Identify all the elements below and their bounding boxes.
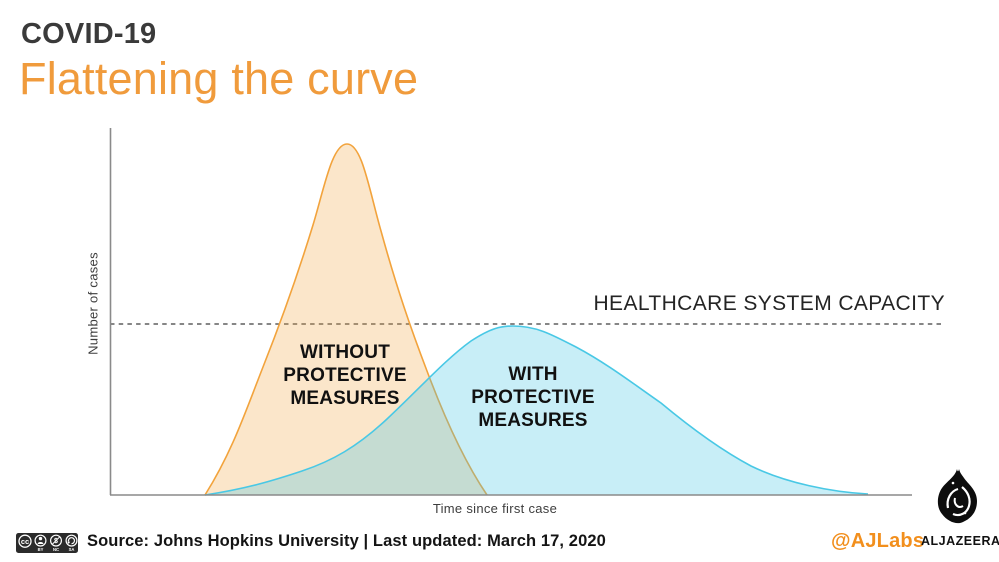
with-measures-area xyxy=(205,326,868,495)
source-text: Source: Johns Hopkins University | Last … xyxy=(87,532,606,550)
without-measures-label: WITHOUT PROTECTIVE MEASURES xyxy=(235,341,455,410)
without-measures-curve xyxy=(204,143,488,496)
cc-sa-arrow-arc xyxy=(67,537,76,545)
cc-icon-text: cc xyxy=(21,537,29,546)
cc-by-person-head xyxy=(38,536,43,541)
aljazeera-dot-1 xyxy=(951,481,955,485)
with-measures-label-line2: PROTECTIVE xyxy=(471,387,595,408)
ajlabs-credit: @AJLabs xyxy=(831,530,925,552)
cc-by-person-body xyxy=(37,542,44,544)
with-measures-curve xyxy=(204,325,869,496)
cc-by-person-icon xyxy=(34,534,47,547)
cc-sa-arrowhead xyxy=(67,541,71,544)
cc-by-label: BY xyxy=(38,547,44,552)
cc-nc-dollar: $ xyxy=(54,538,58,545)
healthcare-capacity-label: HEALTHCARE SYSTEM CAPACITY xyxy=(593,292,945,315)
page-title: Flattening the curve xyxy=(19,53,419,104)
without-measures-label-line3: MEASURES xyxy=(290,388,400,409)
aljazeera-logo-icon xyxy=(937,469,977,524)
cc-sa-label: SA xyxy=(69,547,75,552)
with-measures-label-line3: MEASURES xyxy=(478,410,588,431)
cc-sa-icon xyxy=(65,534,78,547)
with-measures-label-line1: WITH xyxy=(508,364,558,385)
cc-badge-background xyxy=(16,533,78,553)
aljazeera-swirl-2 xyxy=(952,486,971,517)
with-measures-label: WITH PROTECTIVE MEASURES xyxy=(423,363,643,432)
aljazeera-swirl-3 xyxy=(953,497,964,508)
x-axis-label: Time since first case xyxy=(432,501,558,516)
aljazeera-dot-2 xyxy=(963,511,967,515)
cc-nc-slash xyxy=(52,536,60,545)
cc-license-badge: cc BY $ NC SA xyxy=(16,533,78,553)
without-measures-area xyxy=(205,144,487,495)
without-measures-label-line2: PROTECTIVE xyxy=(283,365,407,386)
cc-icon xyxy=(18,534,32,548)
without-measures-label-line1: WITHOUT xyxy=(299,342,391,363)
y-axis-label: Number of cases xyxy=(85,252,101,355)
aljazeera-brand-text: ALJAZEERA xyxy=(921,534,999,548)
cc-nc-label: NC xyxy=(53,547,59,552)
aljazeera-swirl-1 xyxy=(946,487,959,509)
page-kicker: COVID-19 xyxy=(21,18,157,50)
cc-nc-icon xyxy=(49,534,62,547)
